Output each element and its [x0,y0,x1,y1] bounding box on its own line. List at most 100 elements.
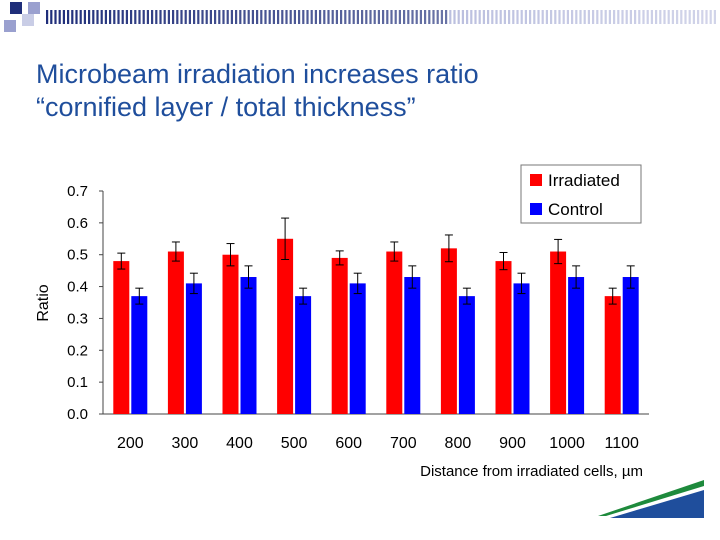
deco-stripe [415,10,418,24]
deco-stripe [558,10,561,24]
bar-irradiated [440,248,457,414]
deco-square [28,2,40,14]
deco-stripe [529,10,532,24]
deco-stripe [314,10,317,24]
deco-stripe [382,10,385,24]
bar-irradiated [331,257,348,414]
deco-stripe [386,10,389,24]
deco-stripe [285,10,288,24]
deco-stripe [226,10,229,24]
deco-stripe [298,10,301,24]
deco-stripe [403,10,406,24]
deco-stripe [676,10,679,24]
deco-stripe [478,10,481,24]
deco-stripe [373,10,376,24]
deco-stripe [550,10,553,24]
deco-stripe [394,10,397,24]
deco-stripe [289,10,292,24]
deco-stripe [520,10,523,24]
bar-control [349,283,366,414]
deco-stripe [440,10,443,24]
deco-stripe [268,10,271,24]
deco-stripe [58,10,61,24]
deco-stripe [432,10,435,24]
bar-control [240,277,257,414]
deco-stripe [390,10,393,24]
deco-stripe [445,10,448,24]
slide-title: Microbeam irradiation increases ratio “c… [36,58,696,124]
deco-stripe [235,10,238,24]
deco-stripe [356,10,359,24]
deco-stripe [575,10,578,24]
deco-stripe [214,10,217,24]
bar-control [513,283,530,414]
deco-stripe [348,10,351,24]
deco-stripe [474,10,477,24]
bar-irradiated [222,254,239,414]
deco-stripe [92,10,95,24]
deco-stripe [365,10,368,24]
deco-stripe [566,10,569,24]
deco-stripe [671,10,674,24]
deco-stripe [600,10,603,24]
corner-logo [598,480,704,518]
x-tick-label: 700 [390,435,417,452]
deco-stripe [319,10,322,24]
deco-stripe [176,10,179,24]
y-tick-label: 0.1 [67,374,88,391]
deco-stripe [487,10,490,24]
y-tick-label: 0.3 [67,310,88,327]
deco-square [10,2,22,14]
deco-stripe [646,10,649,24]
y-tick-label: 0.2 [67,342,88,359]
y-tick-label: 0.4 [67,279,88,296]
logo-blue-swoosh [610,490,704,518]
deco-stripe [701,10,704,24]
deco-stripe [310,10,313,24]
deco-stripe [163,10,166,24]
bar-control [131,296,148,414]
deco-stripe [331,10,334,24]
x-tick-label: 500 [281,435,308,452]
deco-stripe [541,10,544,24]
deco-stripe [398,10,401,24]
deco-stripe [327,10,330,24]
deco-stripe [524,10,527,24]
deco-stripe [587,10,590,24]
bar-irradiated [604,296,621,414]
bar-control [185,283,202,414]
deco-stripe [130,10,133,24]
deco-stripe [172,10,175,24]
deco-stripe [75,10,78,24]
deco-stripe [516,10,519,24]
deco-stripe [218,10,221,24]
deco-stripe [352,10,355,24]
deco-stripe [134,10,137,24]
bar-control [568,277,585,414]
y-tick-label: 0.7 [67,183,88,200]
x-tick-label: 900 [499,435,526,452]
deco-stripe [302,10,305,24]
x-tick-label: 600 [335,435,362,452]
deco-stripe [121,10,124,24]
deco-stripe [151,10,154,24]
deco-stripe [650,10,653,24]
deco-stripe [495,10,498,24]
deco-stripe [470,10,473,24]
deco-stripe [79,10,82,24]
deco-stripe [138,10,141,24]
deco-stripe [667,10,670,24]
bar-irradiated [550,251,567,414]
deco-stripe [457,10,460,24]
deco-stripe [71,10,74,24]
deco-stripe [146,10,149,24]
x-tick-label: 400 [226,435,253,452]
deco-stripe [537,10,540,24]
bar-control [458,296,475,414]
deco-stripe [50,10,53,24]
deco-stripe [499,10,502,24]
deco-stripe [596,10,599,24]
deco-stripe [113,10,116,24]
deco-stripe [634,10,637,24]
